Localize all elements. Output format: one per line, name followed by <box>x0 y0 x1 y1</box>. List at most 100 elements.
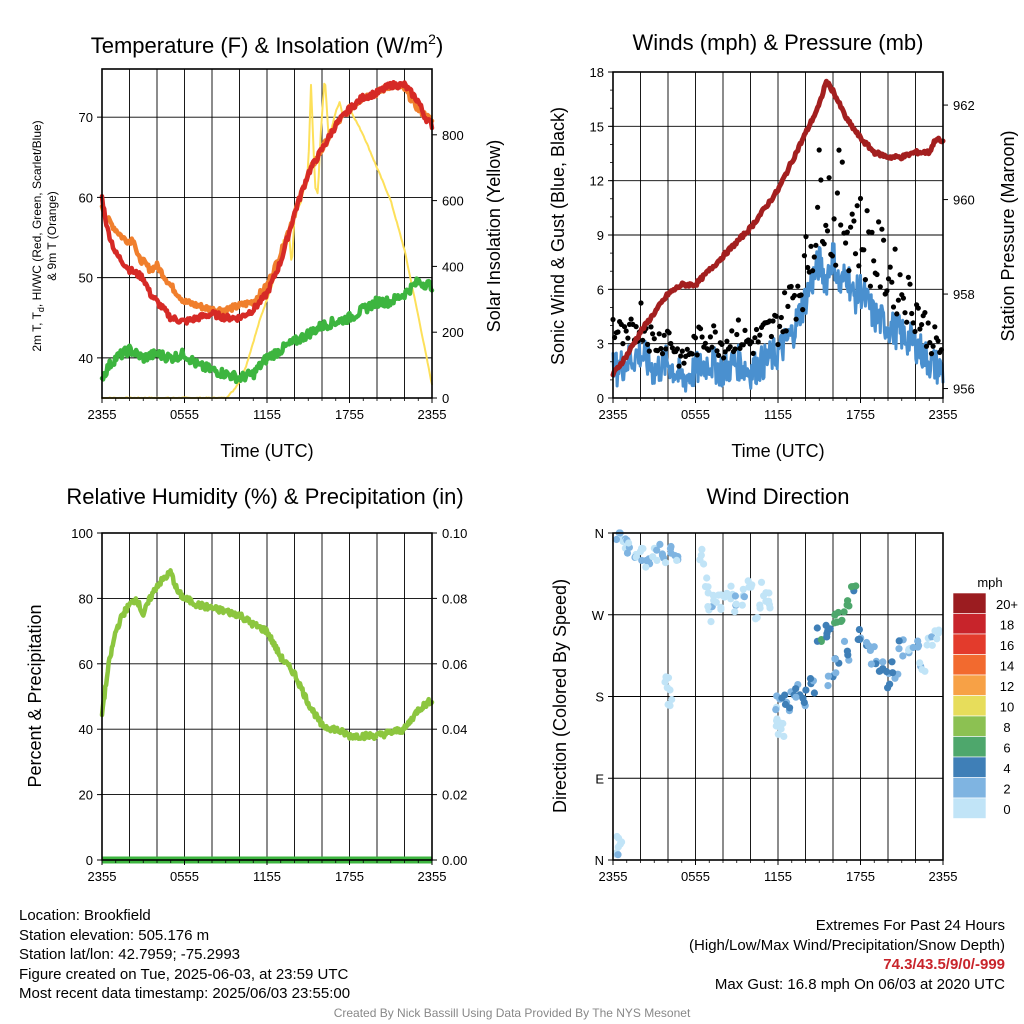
gust-marker <box>694 352 700 358</box>
gust-marker <box>930 343 936 349</box>
direction-point <box>642 563 650 571</box>
direction-point <box>623 549 632 557</box>
gust-marker <box>674 346 681 352</box>
direction-point <box>757 578 766 586</box>
direction-point <box>875 667 884 675</box>
direction-point <box>774 730 782 738</box>
elevation-line: Station elevation: 505.176 m <box>19 926 210 944</box>
extremes-info: Extremes For Past 24 Hours (High/Low/Max… <box>689 916 1005 994</box>
gust-marker <box>711 323 717 329</box>
direction-point <box>727 582 735 590</box>
direction-point <box>731 592 740 600</box>
direction-point <box>752 615 760 623</box>
colorbar-label: 8 <box>1003 720 1010 735</box>
direction-point <box>697 551 705 559</box>
gust-marker <box>857 195 864 202</box>
gust-marker <box>721 355 727 361</box>
direction-point <box>895 637 903 645</box>
gust-marker <box>861 247 867 253</box>
direction-point <box>731 608 739 616</box>
gust-marker <box>927 340 933 346</box>
y2-tick-label: 0 <box>442 391 449 406</box>
colorbar: 20+ 18 16 14 12 10 8 6 4 2 0 <box>952 592 1018 819</box>
gust-marker <box>810 268 816 274</box>
gust-marker <box>709 344 715 350</box>
gust-marker <box>879 226 885 232</box>
colorbar-swatch <box>952 592 987 614</box>
direction-point <box>668 695 676 704</box>
x-tick-label: 0555 <box>170 869 199 884</box>
gust-marker <box>829 253 836 259</box>
gust-marker <box>791 292 798 299</box>
direction-point <box>802 686 810 694</box>
x-tick-label: 1155 <box>253 407 281 422</box>
direction-point <box>772 722 780 730</box>
gust-marker <box>625 335 631 341</box>
gust-marker <box>818 177 824 183</box>
gust-marker <box>714 348 720 354</box>
colorbar-label: 10 <box>1000 700 1014 715</box>
gust-marker <box>782 290 788 296</box>
temp-xlabel: Time (UTC) <box>220 441 313 461</box>
gust-marker <box>793 316 799 322</box>
gust-marker <box>750 350 756 356</box>
y2-tick-label: 960 <box>953 193 975 208</box>
gust-marker <box>768 333 775 340</box>
gust-marker <box>623 328 629 334</box>
y-tick-label: 40 <box>79 351 93 366</box>
direction-point <box>780 732 788 741</box>
direction-point <box>614 851 622 859</box>
y-tick-label: 60 <box>79 657 93 672</box>
gust-marker <box>923 343 930 349</box>
colorbar-swatch <box>952 797 987 819</box>
gust-marker <box>843 240 849 246</box>
x-tick-label: 2355 <box>599 407 628 422</box>
direction-point <box>632 553 640 561</box>
x-tick-label: 1755 <box>846 407 875 422</box>
colorbar-swatch <box>952 674 987 696</box>
direction-point <box>723 589 731 597</box>
direction-point <box>895 645 903 653</box>
station-info: Location: Brookfield Station elevation: … <box>19 906 350 1004</box>
gust-marker <box>808 243 814 249</box>
gust-marker <box>684 346 690 352</box>
direction-point <box>717 605 725 614</box>
y-tick-label: 60 <box>79 190 93 205</box>
dewpoint-line <box>99 276 435 385</box>
gust-marker <box>803 234 809 240</box>
gust-marker <box>775 341 781 348</box>
direction-point <box>717 591 725 599</box>
direction-point <box>882 668 891 676</box>
gust-marker <box>824 228 831 234</box>
x-tick-label: 2355 <box>929 407 958 422</box>
direction-point <box>840 637 849 646</box>
gust-marker <box>854 203 860 209</box>
gust-marker <box>646 348 652 354</box>
colorbar-label: 0 <box>1003 802 1010 817</box>
gust-marker <box>887 264 893 270</box>
direction-point <box>792 693 800 701</box>
gust-marker <box>656 331 662 337</box>
colorbar-swatch <box>952 613 987 635</box>
direction-point <box>817 636 826 644</box>
colorbar-swatch <box>952 756 987 778</box>
gust-marker <box>757 332 763 338</box>
y2-tick-label: 200 <box>442 325 464 340</box>
gust-marker <box>659 351 666 357</box>
y-tick-label: 12 <box>590 174 604 189</box>
direction-point <box>732 600 740 608</box>
direction-point <box>756 604 764 612</box>
frame-layer: 2355 0555 1155 1755 235540506070020040060080… <box>71 65 974 884</box>
direction-point <box>661 559 670 567</box>
y2-tick-label: 958 <box>953 287 975 302</box>
gust-marker <box>919 322 925 328</box>
gust-marker <box>902 310 908 316</box>
direction-point <box>824 682 832 690</box>
gust-marker <box>852 251 859 257</box>
gust-marker <box>813 242 819 248</box>
colorbar-title: mph <box>977 575 1002 590</box>
direction-point <box>700 560 708 568</box>
gust-marker <box>831 216 837 222</box>
gust-marker <box>719 341 725 347</box>
y-tick-label: S <box>595 690 604 705</box>
